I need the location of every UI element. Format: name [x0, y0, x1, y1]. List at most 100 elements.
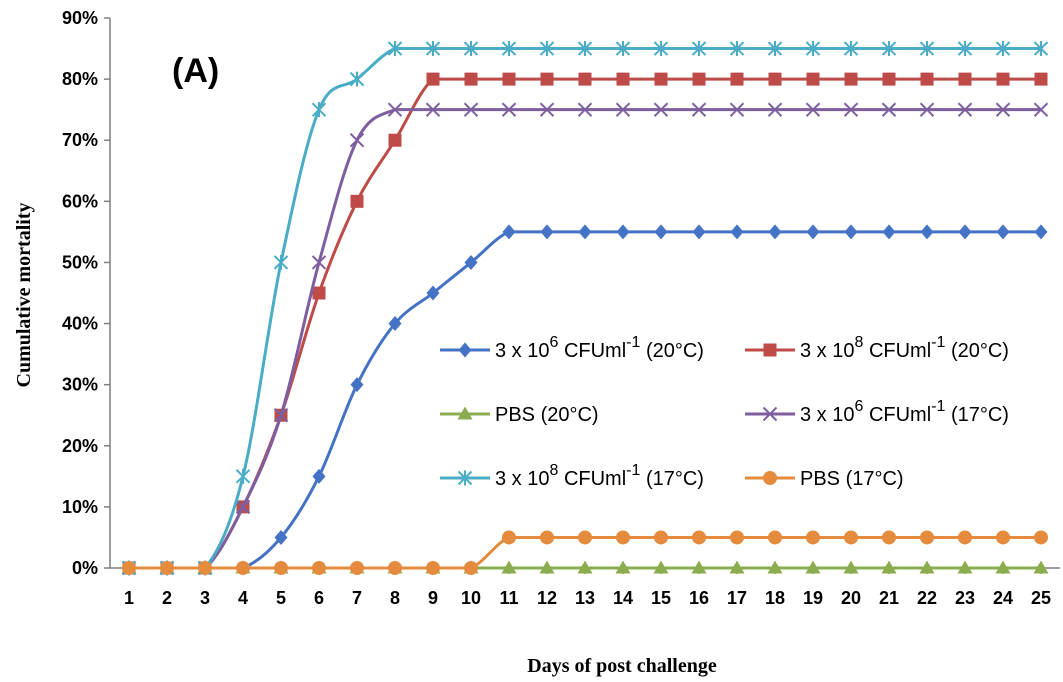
- legend-text-part: -1: [931, 334, 945, 351]
- data-point: [501, 102, 517, 117]
- legend-text-part: CFUml: [558, 340, 626, 362]
- data-point: [767, 102, 783, 117]
- y-axis-title: Cumulative mortality: [13, 203, 35, 388]
- x-tick-label: 17: [727, 588, 747, 608]
- data-point: [312, 561, 326, 575]
- data-point: [730, 224, 744, 240]
- data-point: [995, 102, 1011, 117]
- legend-text-part: -1: [626, 462, 640, 479]
- data-point: [881, 41, 897, 57]
- series-layer: [121, 41, 1049, 576]
- series-line: [129, 47, 1041, 570]
- data-point: [805, 41, 821, 57]
- data-point: [881, 560, 897, 574]
- data-point: [274, 561, 288, 575]
- data-point: [425, 41, 441, 57]
- data-point: [995, 560, 1011, 574]
- data-point: [843, 560, 859, 574]
- data-point: [122, 561, 136, 575]
- data-point: [616, 72, 630, 86]
- data-point: [844, 72, 858, 86]
- x-tick-label: 16: [689, 588, 709, 608]
- data-point: [615, 41, 631, 57]
- x-tick-label: 12: [537, 588, 557, 608]
- data-point: [349, 133, 365, 148]
- legend-text-part: PBS (17°C): [800, 468, 904, 490]
- series-line: [129, 77, 1041, 570]
- data-point: [691, 560, 707, 574]
- legend-text-part: CFUml: [863, 404, 931, 426]
- legend-marker: [763, 343, 777, 357]
- data-point: [615, 102, 631, 117]
- x-tick-label: 18: [765, 588, 785, 608]
- data-point: [350, 377, 364, 393]
- data-point: [806, 530, 820, 545]
- y-tick-label: 0%: [72, 558, 98, 578]
- legend-text-part: -1: [931, 398, 945, 415]
- axes: 0%10%20%30%40%50%60%70%80%90%1 2 3 4 5 6 7 8 9 10…: [62, 8, 1060, 608]
- data-point: [957, 102, 973, 117]
- series-line: [129, 108, 1042, 570]
- data-point: [730, 72, 744, 86]
- data-point: [235, 468, 251, 484]
- legend-entry: 3 x 108 CFUml-1 (20°C): [745, 334, 1009, 362]
- legend-text-part: CFUml: [863, 340, 931, 362]
- legend-entry: 3 x 106 CFUml-1 (20°C): [440, 334, 704, 362]
- data-point: [919, 41, 935, 57]
- legend-text-part: -1: [626, 334, 640, 351]
- legend-entry: 3 x 108 CFUml-1 (17°C): [440, 462, 704, 490]
- legend-label: 3 x 106 CFUml-1 (20°C): [495, 334, 704, 362]
- x-tick-label: 13: [575, 588, 595, 608]
- data-point: [843, 102, 859, 117]
- x-tick-label: 5: [276, 588, 286, 608]
- data-point: [692, 530, 706, 545]
- panel-label: (A): [172, 52, 219, 90]
- legend-label: 3 x 108 CFUml-1 (20°C): [800, 334, 1009, 362]
- x-tick-label: 9: [428, 588, 438, 608]
- data-point: [235, 499, 251, 515]
- data-point: [388, 133, 402, 147]
- x-axis-title: Days of post challenge: [527, 655, 717, 677]
- data-point: [654, 72, 668, 86]
- legend-text-part: (20°C): [945, 340, 1009, 362]
- data-point: [844, 224, 858, 240]
- legend-text-part: 8: [549, 462, 558, 479]
- x-tick-label: 22: [917, 588, 937, 608]
- data-point: [691, 41, 707, 57]
- data-point: [958, 72, 972, 86]
- legend-text-part: (17°C): [640, 468, 704, 490]
- data-point: [692, 72, 706, 86]
- data-point: [958, 224, 972, 240]
- data-point: [426, 285, 440, 301]
- legend-text-part: (20°C): [640, 340, 704, 362]
- x-tick-label: 19: [803, 588, 823, 608]
- y-tick-label: 70%: [62, 130, 98, 150]
- data-point: [768, 224, 782, 240]
- y-tick-label: 90%: [62, 8, 98, 28]
- y-tick-label: 50%: [62, 252, 98, 272]
- data-point: [464, 254, 478, 270]
- data-point: [805, 560, 821, 574]
- legend-marker: [458, 342, 472, 358]
- series-5: [121, 41, 1049, 576]
- series-line: [129, 230, 1041, 570]
- data-point: [996, 224, 1010, 240]
- data-point: [1034, 530, 1048, 545]
- data-point: [919, 102, 935, 117]
- x-tick-label: 11: [499, 588, 518, 608]
- data-point: [1033, 102, 1049, 117]
- data-point: [768, 72, 782, 86]
- data-point: [273, 254, 289, 270]
- data-point: [691, 102, 707, 117]
- legend-marker: [457, 406, 473, 420]
- data-point: [996, 530, 1010, 545]
- data-point: [996, 72, 1010, 86]
- x-tick-label: 6: [314, 588, 324, 608]
- data-point: [729, 560, 745, 574]
- data-point: [312, 286, 326, 300]
- legend-text-part: CFUml: [558, 468, 626, 490]
- series-6: [122, 530, 1048, 575]
- data-point: [198, 561, 212, 575]
- x-tick-label: 23: [955, 588, 975, 608]
